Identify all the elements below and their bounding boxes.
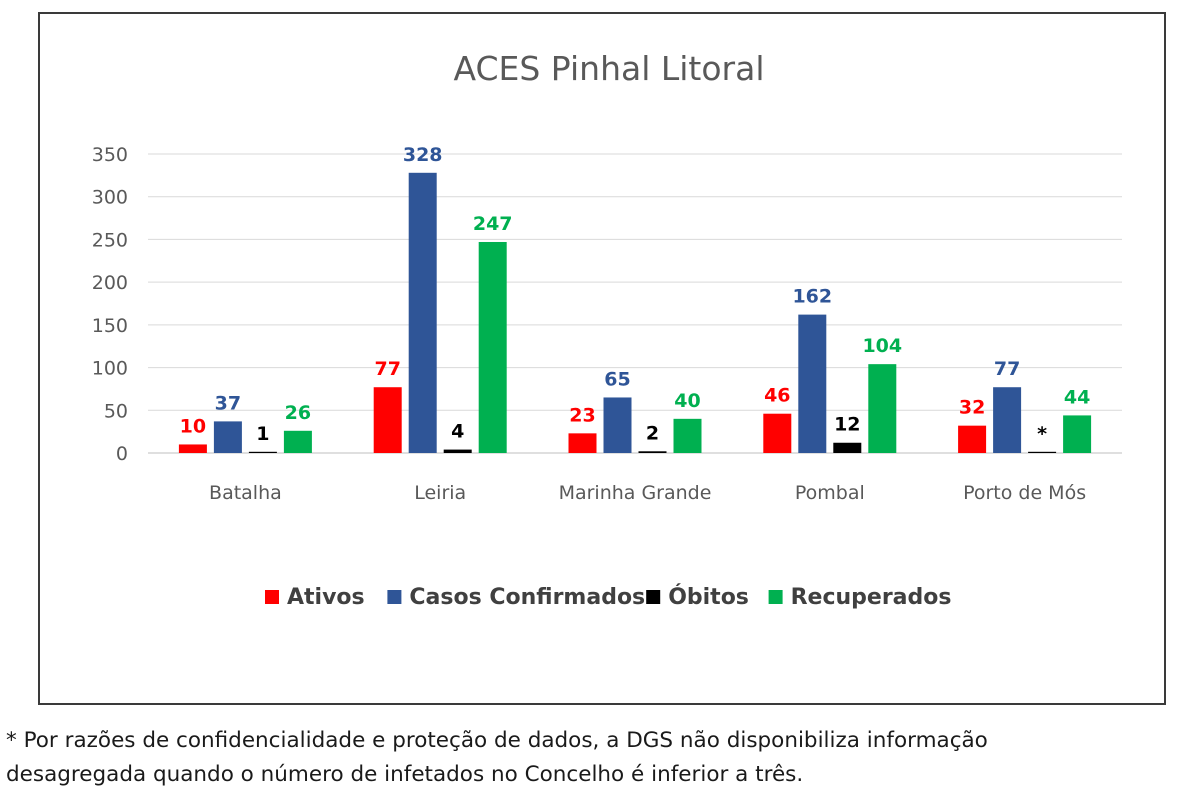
x-axis: Batalha Leiria Marinha Grande Pombal Porto d… (209, 482, 1086, 504)
x-tick-label: Batalha (209, 482, 282, 504)
bar (958, 425, 987, 453)
data-label: 4 (451, 421, 464, 443)
legend-label: Óbitos (668, 584, 749, 610)
legend-label: Recuperados (791, 585, 952, 610)
bar (993, 387, 1022, 453)
y-tick-label: 100 (92, 358, 128, 380)
legend-label: Ativos (287, 585, 365, 610)
y-tick-label: 250 (92, 229, 128, 251)
data-label: 77 (374, 358, 400, 380)
data-label: 104 (862, 335, 902, 357)
data-label: 12 (834, 414, 860, 436)
gridlines (148, 153, 1122, 454)
y-tick-label: 150 (92, 315, 128, 337)
data-label: 44 (1064, 386, 1090, 408)
data-label: 247 (473, 213, 513, 235)
x-tick-label: Leiria (414, 482, 466, 504)
bar (833, 442, 862, 453)
bar (178, 444, 207, 453)
data-label: 23 (569, 404, 595, 426)
legend-swatch (265, 590, 279, 604)
data-label: 40 (674, 390, 700, 412)
bar (478, 241, 507, 453)
legend-swatch (768, 590, 783, 604)
y-axis: 0 50 100 150 200 250 300 350 (92, 144, 128, 465)
data-label: * (1037, 423, 1047, 445)
bar (408, 172, 437, 453)
bars (178, 172, 1092, 453)
y-tick-label: 0 (116, 443, 128, 465)
bar (763, 413, 792, 453)
legend-label: Casos Confirmados (409, 585, 645, 610)
bar (1063, 415, 1092, 453)
data-labels: 10 37 1 26 77 328 4 247 23 65 2 40 46 162 12 104 32 77 * 44 (180, 144, 1091, 445)
y-tick-label: 50 (104, 400, 128, 422)
bar (568, 433, 597, 453)
y-tick-label: 350 (92, 144, 128, 166)
footnote: * Por razões de confidencialidade e prot… (6, 724, 1196, 792)
bar (798, 314, 827, 453)
data-label: 2 (646, 422, 659, 444)
bar (213, 421, 242, 453)
data-label: 26 (285, 402, 311, 424)
bar (443, 449, 472, 453)
x-tick-label: Pombal (795, 482, 865, 504)
bar (673, 418, 702, 453)
chart-title: ACES Pinhal Litoral (453, 49, 764, 88)
bar (1028, 451, 1057, 453)
legend-swatch (387, 590, 402, 604)
data-label: 46 (764, 385, 790, 407)
data-label: 37 (215, 392, 241, 414)
bar (373, 387, 402, 453)
data-label: 32 (959, 397, 985, 419)
footnote-line-2: desagregada quando o número de infetados… (6, 762, 804, 787)
chart-frame: ACES Pinhal Litoral 0 50 100 150 200 250 300 35… (38, 12, 1166, 705)
x-tick-label: Porto de Mós (963, 482, 1086, 504)
data-label: 65 (604, 368, 630, 390)
legend: Ativos Casos Confirmados Óbitos Recuperados (265, 584, 951, 610)
data-label: 328 (403, 144, 443, 166)
bar (248, 451, 277, 453)
bar (283, 430, 312, 453)
data-label: 162 (792, 286, 832, 308)
bar (868, 364, 897, 453)
y-tick-label: 300 (92, 187, 128, 209)
x-tick-label: Marinha Grande (559, 482, 712, 504)
bar (638, 451, 667, 453)
legend-swatch (646, 590, 661, 604)
bar (603, 397, 632, 453)
data-label: 77 (994, 358, 1020, 380)
footnote-line-1: * Por razões de confidencialidade e prot… (6, 728, 988, 753)
chart-svg: ACES Pinhal Litoral 0 50 100 150 200 250 300 35… (92, 49, 1122, 610)
data-label: 10 (180, 415, 206, 437)
data-label: 1 (256, 423, 269, 445)
y-tick-label: 200 (92, 272, 128, 294)
